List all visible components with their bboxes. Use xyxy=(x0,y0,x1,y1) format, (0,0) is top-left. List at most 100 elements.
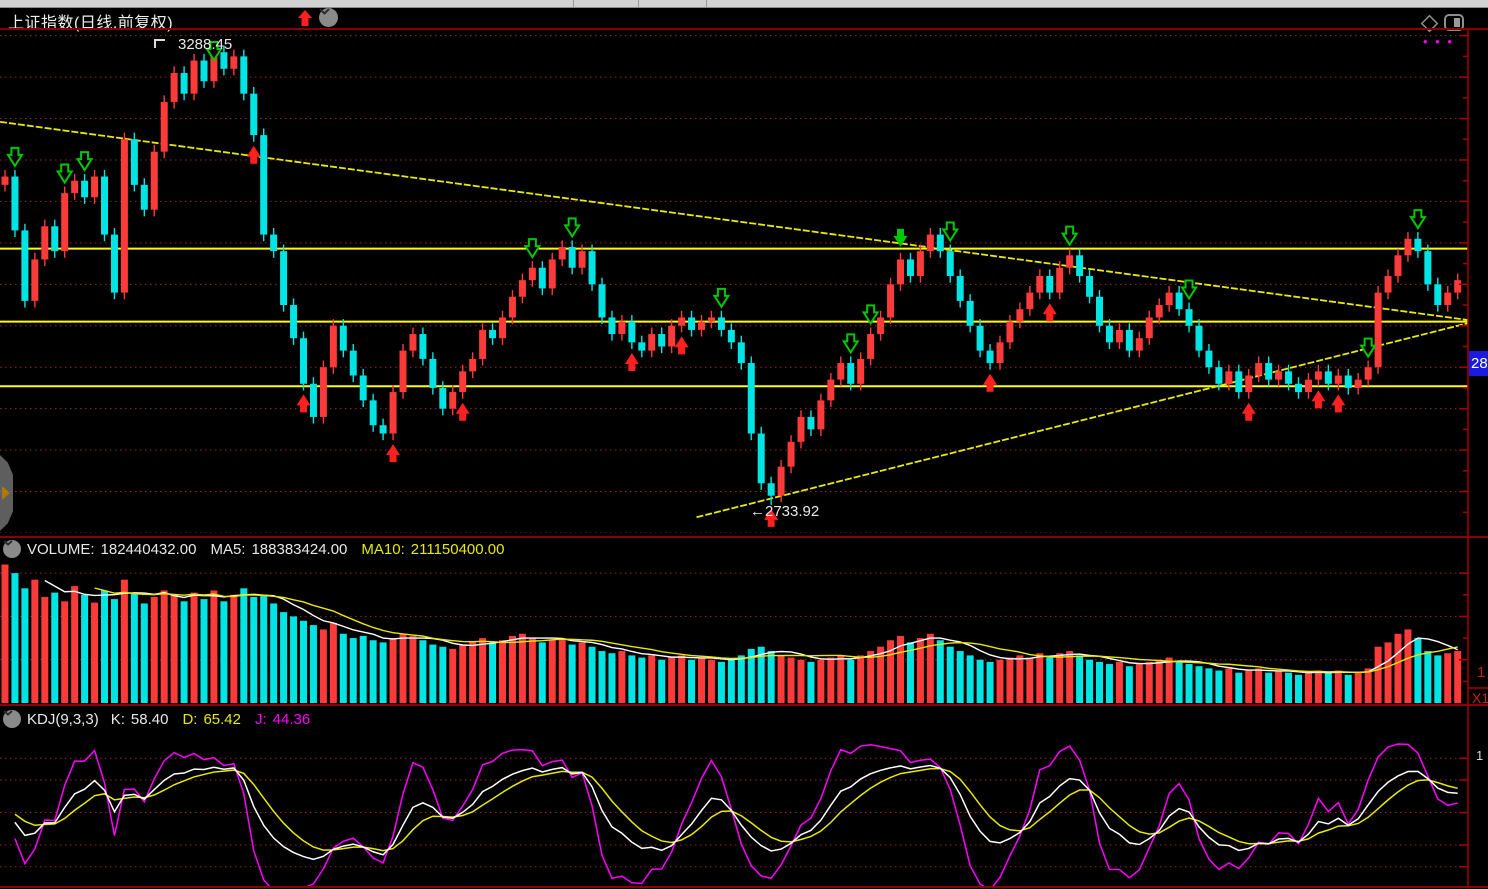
volume-bar xyxy=(300,620,307,703)
volume-plot xyxy=(0,564,1468,703)
candle-down xyxy=(250,93,258,136)
candle-down xyxy=(280,251,288,306)
collapse-volume-panel-button[interactable] xyxy=(3,540,21,558)
sell-signal-hollow-arrow-icon xyxy=(75,151,94,172)
sell-signal-hollow-arrow-icon xyxy=(1060,225,1079,247)
volume-bar xyxy=(1155,659,1163,703)
candle-down xyxy=(180,72,188,94)
symbol-title: 上证指数(日线.前复权) xyxy=(8,15,174,32)
volume-bar xyxy=(489,642,497,703)
volume-ma10-label: MA10: xyxy=(361,540,405,558)
volume-bar xyxy=(1145,661,1153,703)
candle-down xyxy=(757,433,765,484)
candle-down xyxy=(906,259,914,277)
volume-bar xyxy=(757,646,765,703)
candle-up xyxy=(1404,238,1412,256)
volume-ma10-value: 211150400.00 xyxy=(410,540,505,558)
volume-bar xyxy=(1086,659,1094,703)
candle-up xyxy=(618,321,626,335)
sell-signal-hollow-arrow-icon xyxy=(941,221,960,243)
candle-up xyxy=(71,180,79,194)
volume-bar xyxy=(906,642,914,703)
candle-down xyxy=(349,350,357,376)
buy-signal-arrow-icon xyxy=(246,145,261,164)
volume-bar xyxy=(21,588,29,703)
candle-down xyxy=(1285,371,1293,384)
candle-down xyxy=(379,425,387,434)
candle-down xyxy=(1215,367,1223,384)
candle-down xyxy=(81,180,89,198)
sell-signal-hollow-arrow-icon xyxy=(205,41,223,62)
candle-down xyxy=(1125,329,1133,351)
volume-bar xyxy=(588,646,596,703)
candle-up xyxy=(707,317,715,322)
volume-ma5-label: MA5: xyxy=(210,540,246,558)
volume-bar xyxy=(1016,655,1024,703)
volume-bar xyxy=(329,622,337,703)
buy-signal-arrow-icon xyxy=(386,444,401,463)
candle-up xyxy=(1016,309,1024,322)
candle-up xyxy=(558,247,566,260)
volume-bar xyxy=(459,644,467,703)
volume-bar xyxy=(379,642,387,703)
volume-bar xyxy=(160,590,168,703)
candle-up xyxy=(1145,317,1153,339)
candle-down xyxy=(1295,383,1302,393)
volume-bar xyxy=(1285,672,1293,703)
volume-bar xyxy=(190,592,198,703)
candle-up xyxy=(877,317,885,335)
volume-bar xyxy=(956,651,964,703)
volume-bar xyxy=(1175,661,1183,703)
candle-up xyxy=(1275,371,1283,380)
candle-down xyxy=(21,230,29,301)
candle-up xyxy=(1036,276,1044,293)
candle-up xyxy=(1,176,9,185)
sell-signal-hollow-arrow-icon xyxy=(712,287,731,309)
volume-bar xyxy=(508,635,516,703)
candle-down xyxy=(339,325,347,351)
trendline xyxy=(0,120,1468,321)
candle-down xyxy=(11,176,19,231)
volume-bar xyxy=(1265,672,1273,703)
drawer-expand-arrow-icon xyxy=(2,486,10,500)
kdj-j-value: 44.36 xyxy=(272,710,311,728)
candle-down xyxy=(1086,276,1094,297)
volume-bar xyxy=(1006,657,1014,703)
side-drawer-handle[interactable] xyxy=(0,455,13,531)
candle-up xyxy=(170,72,178,102)
volume-bar xyxy=(1225,668,1233,703)
volume-bar xyxy=(877,646,885,703)
candle-up xyxy=(827,379,835,401)
volume-bar xyxy=(518,633,526,703)
volume-bar xyxy=(409,635,417,703)
candle-down xyxy=(847,363,855,384)
collapse-kdj-panel-button[interactable] xyxy=(3,710,21,728)
collapse-main-chart-button[interactable] xyxy=(319,8,338,27)
volume-bar xyxy=(389,638,397,703)
candle-up xyxy=(329,325,337,368)
volume-bar xyxy=(1105,664,1113,703)
volume-bar xyxy=(867,651,875,703)
candle-up xyxy=(1155,305,1163,318)
kdj-label: KDJ(9,3,3) xyxy=(27,710,99,728)
volume-bar xyxy=(469,642,477,703)
buy-signal-arrow-icon xyxy=(455,402,470,421)
candle-down xyxy=(439,387,447,409)
candle-down xyxy=(986,350,994,364)
volume-bar xyxy=(897,635,904,703)
candle-up xyxy=(996,342,1004,364)
candle-up xyxy=(160,101,168,152)
candle-down xyxy=(1185,309,1193,326)
candle-down xyxy=(658,334,666,347)
candle-up xyxy=(1165,292,1173,306)
volume-bar xyxy=(1414,638,1422,703)
candle-up xyxy=(1374,292,1382,368)
candle-down xyxy=(489,329,497,339)
candle-down xyxy=(608,317,616,335)
candle-up xyxy=(120,139,128,293)
kdj-d-value: 65.42 xyxy=(203,710,241,728)
candle-down xyxy=(688,317,696,330)
candle-up xyxy=(548,259,556,289)
candle-down xyxy=(717,317,725,330)
